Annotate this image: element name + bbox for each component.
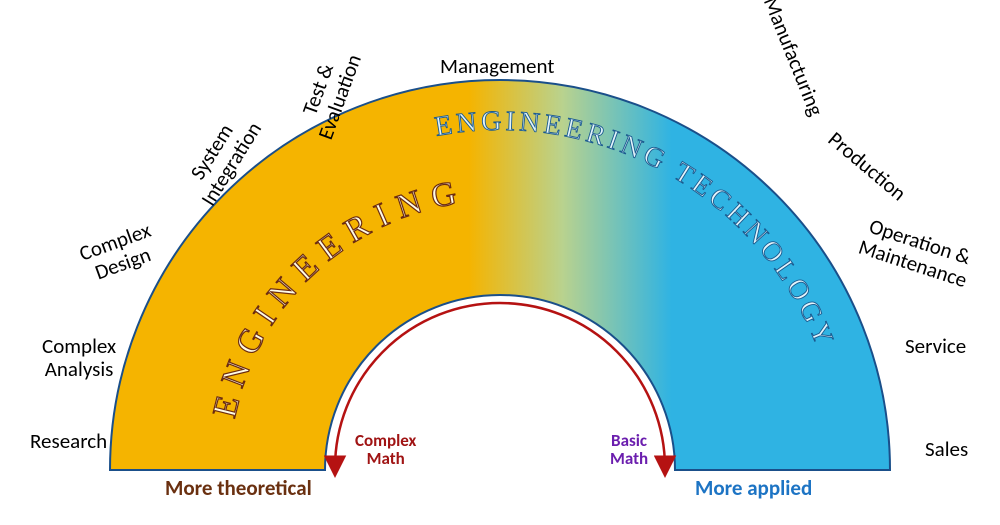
outer-label: Service [905,335,966,358]
bottom-left-label: More theoretical [165,475,312,501]
outer-label: Management [440,55,554,78]
math-right-label: Basic Math [610,432,648,468]
bottom-right-label: More applied [695,475,812,501]
outer-label: Complex Analysis [42,335,116,381]
outer-label: Sales [925,438,968,461]
outer-label: Research [30,430,107,453]
math-left-label: Complex Math [355,432,416,468]
